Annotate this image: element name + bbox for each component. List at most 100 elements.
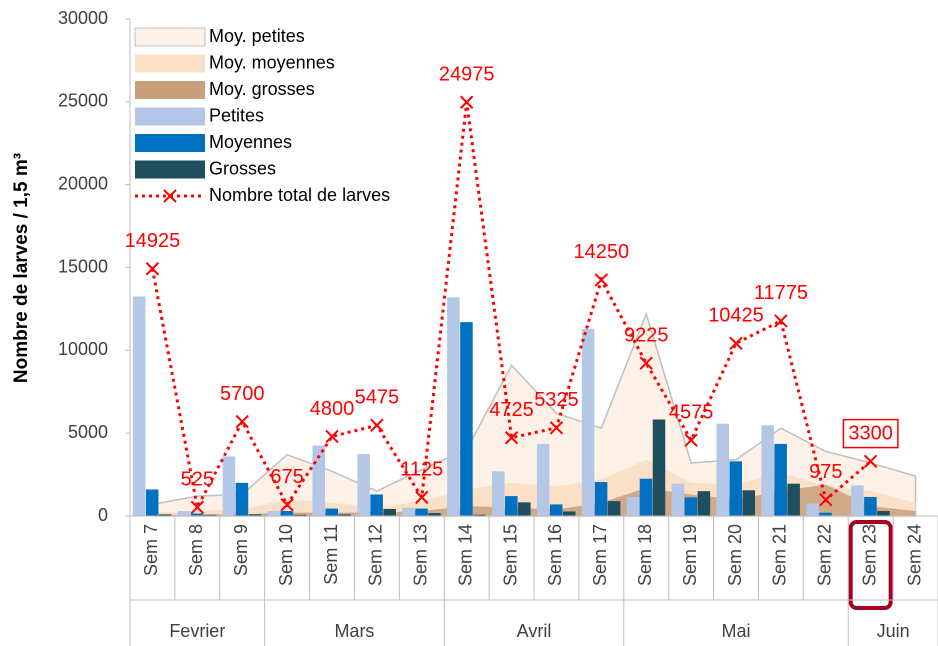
marker: [325, 429, 339, 444]
data-label: 1125: [400, 459, 443, 481]
x-tick-label: Sem 8: [186, 524, 206, 576]
legend-swatch: [135, 81, 205, 99]
bar: [864, 496, 877, 516]
group-label: Avril: [517, 621, 552, 641]
y-tick-label: 30000: [58, 8, 108, 28]
y-tick-label: 5000: [68, 422, 108, 442]
bar: [383, 508, 396, 516]
legend-label: Nombre total de larves: [209, 185, 390, 205]
x-tick-label: Sem 9: [231, 524, 251, 576]
x-tick-label: Sem 22: [815, 524, 835, 586]
legend-swatch: [135, 160, 205, 179]
bar: [280, 511, 294, 516]
bar: [132, 296, 146, 516]
x-tick-label: Sem 10: [276, 524, 296, 586]
legend-swatch: [135, 134, 205, 152]
y-tick-label: 0: [98, 505, 108, 525]
y-axis-label: Nombre de larves / 1,5 m³: [11, 153, 32, 383]
data-label: 975: [809, 461, 842, 483]
bar: [742, 490, 756, 516]
data-label: 675: [270, 466, 303, 488]
bar: [518, 502, 531, 516]
x-tick-label: Sem 7: [141, 524, 161, 576]
highlight-box: [848, 520, 893, 610]
x-tick-label: Sem 17: [590, 524, 610, 586]
bar: [338, 514, 352, 516]
data-label: 9225: [624, 324, 669, 346]
bar: [594, 482, 608, 516]
legend-label: Moy. grosses: [209, 79, 315, 99]
bar: [145, 489, 159, 516]
y-tick-label: 20000: [58, 173, 108, 193]
marker: [863, 454, 878, 469]
group-label: Fevrier: [169, 621, 225, 641]
bar: [639, 478, 653, 516]
x-tick-label: Sem 19: [680, 524, 700, 586]
bar: [505, 496, 518, 516]
marker: [415, 490, 429, 505]
marker: [459, 95, 474, 109]
bar: [492, 471, 505, 516]
x-tick-label: Sem 24: [904, 524, 924, 586]
bar: [267, 511, 281, 516]
bar: [549, 504, 563, 516]
bar: [819, 512, 832, 516]
bar: [652, 419, 666, 516]
bar: [235, 482, 249, 516]
highlight-box: [842, 418, 899, 449]
marker: [370, 418, 384, 433]
bar: [716, 423, 729, 516]
bar: [415, 508, 428, 516]
bar: [774, 443, 787, 516]
marker: [280, 498, 294, 512]
bar: [357, 453, 370, 516]
bar: [787, 483, 800, 516]
bar: [402, 507, 415, 516]
data-label: 5325: [534, 389, 579, 411]
legend-swatch: [134, 27, 206, 47]
bar: [190, 513, 204, 516]
bar: [806, 503, 819, 516]
bar: [729, 461, 743, 516]
bar: [536, 443, 550, 516]
marker: [639, 356, 653, 370]
legend-swatch: [135, 107, 205, 126]
x-tick-label: Sem 15: [500, 524, 520, 586]
x-tick-label: Sem 21: [770, 524, 790, 586]
bar: [293, 514, 307, 516]
x-tick-label: Sem 23: [859, 524, 879, 586]
group-label: Mars: [334, 621, 374, 641]
data-label: 4575: [669, 401, 714, 423]
group-label: Juin: [877, 621, 910, 641]
y-tick-label: 25000: [58, 91, 108, 111]
x-tick-label: Sem 11: [321, 524, 341, 585]
bar: [562, 511, 576, 516]
marker: [729, 336, 743, 351]
bar: [877, 511, 890, 516]
bar: [671, 483, 685, 516]
bar: [607, 501, 621, 516]
marker: [819, 493, 833, 507]
marker: [145, 262, 160, 276]
legend-label: Grosses: [209, 158, 276, 178]
data-label: 11775: [754, 282, 808, 304]
x-tick-label: Sem 14: [455, 524, 475, 586]
data-label: 5475: [355, 387, 400, 409]
bar: [222, 456, 236, 516]
data-label: 3300: [848, 423, 893, 445]
data-label: 4800: [310, 398, 355, 420]
y-tick-label: 10000: [58, 339, 108, 359]
x-tick-label: Sem 13: [411, 524, 431, 586]
legend-marker: [163, 189, 177, 203]
bar: [177, 511, 191, 516]
bar: [684, 497, 698, 516]
marker: [684, 433, 698, 447]
bar: [248, 514, 262, 516]
bar: [460, 322, 473, 516]
marker: [190, 500, 205, 515]
data-label: 525: [181, 469, 214, 491]
x-tick-label: Sem 20: [725, 524, 745, 586]
data-label: 14925: [125, 230, 181, 252]
x-tick-label: Sem 18: [635, 524, 655, 586]
